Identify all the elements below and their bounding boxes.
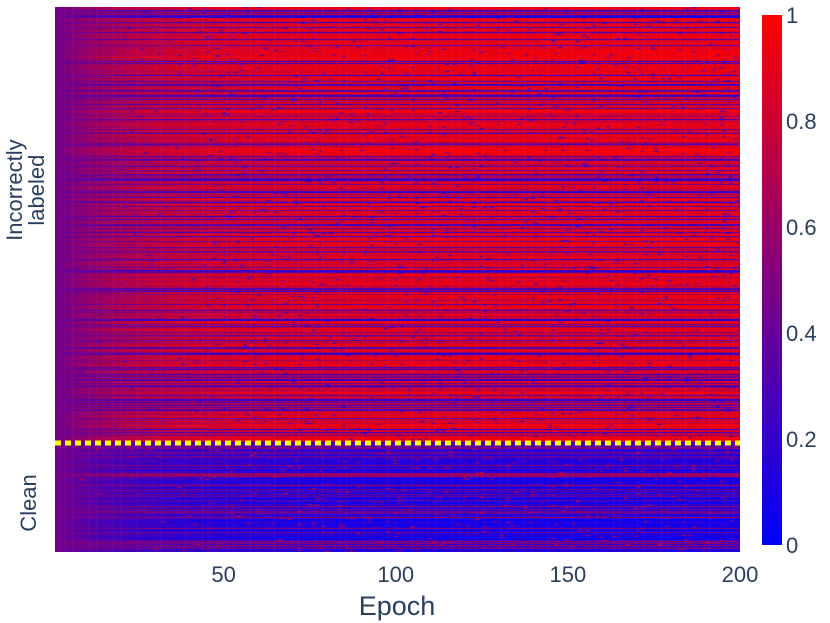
colorbar-tick-label: 0 <box>786 533 798 558</box>
heatmap-canvas <box>55 7 740 552</box>
colorbar-tick-label: 1 <box>786 3 798 28</box>
colorbar-tick-label: 0.2 <box>786 427 817 452</box>
colorbar-tick-label: 0.4 <box>786 321 817 346</box>
x-tick-label: 50 <box>211 562 235 587</box>
group-label-bottom: Clean <box>16 474 41 531</box>
x-axis-title: Epoch <box>359 591 436 621</box>
colorbar-ticks: 0 0.2 0.4 0.6 0.8 1 <box>786 3 817 558</box>
group-label-line: labeled <box>24 155 49 226</box>
heatmap-plot-area <box>55 7 740 552</box>
colorbar-tick-label: 0.6 <box>786 215 817 240</box>
group-label-line: Incorrectly <box>2 139 27 240</box>
x-tick-label: 200 <box>722 562 759 587</box>
x-axis-ticks: 50 100 150 200 <box>211 562 758 587</box>
colorbar-tick-label: 0.8 <box>786 109 817 134</box>
x-tick-label: 150 <box>550 562 587 587</box>
x-tick-label: 100 <box>377 562 414 587</box>
group-label-line: Clean <box>16 474 41 531</box>
heatmap-canvas-wrapper <box>55 7 740 552</box>
colorbar <box>762 15 782 545</box>
